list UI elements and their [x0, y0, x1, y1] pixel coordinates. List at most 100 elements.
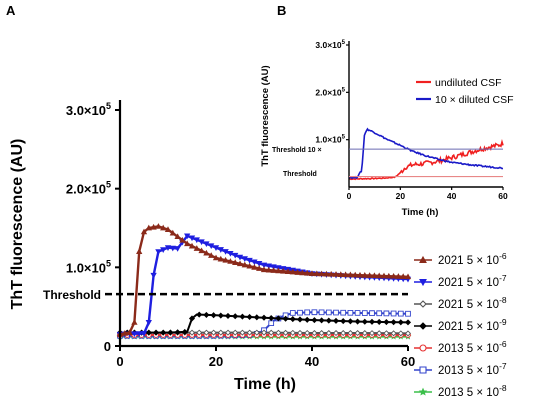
panel-b-legend-label: 10 × diluted CSF: [435, 94, 514, 106]
panel-a-data-point: [268, 314, 275, 322]
panel-a-y-tick-label: 2.0×105: [66, 180, 111, 197]
panel-a-data-point: [131, 331, 138, 338]
panel-a-data-point: [260, 329, 268, 336]
panel-a-data-point: [282, 329, 289, 336]
panel-a-data-point: [383, 319, 390, 326]
panel-a-data-point: [232, 329, 239, 336]
panel-a-data-point: [188, 329, 196, 336]
panel-a-y-tick-label: 3.0×105: [66, 101, 111, 118]
panel-a-legend-exponent: -9: [499, 317, 507, 327]
panel-a-data-point: [152, 329, 160, 336]
panel-a-data-point: [145, 224, 152, 231]
panel-a-data-point: [361, 330, 368, 337]
panel-a-data-point: [376, 318, 383, 325]
panel-a-data-point: [236, 254, 244, 261]
panel-a-data-point: [340, 329, 347, 337]
panel-a-data-point: [217, 255, 224, 262]
panel-a-legend-exponent: -8: [499, 383, 507, 393]
panel-a-y-tick-exponent: 5: [106, 101, 111, 111]
panel-a-data-point: [260, 266, 268, 273]
panel-a-data-point: [227, 258, 234, 264]
panel-a-data-point: [383, 330, 390, 337]
panel-b-y-ticks: 1.0×105 2.0×105 3.0×105: [315, 40, 345, 145]
panel-a-data-point: [368, 318, 376, 325]
panel-a-data-point: [188, 235, 196, 242]
panel-a-data-point: [352, 271, 359, 278]
panel-a-data-point: [251, 264, 258, 270]
panel-a-data-point: [268, 320, 275, 327]
panel-a-data-point: [369, 310, 375, 317]
panel-a-data-point: [203, 329, 210, 336]
panel-a-data-point: [404, 330, 412, 337]
panel-a-data-point: [311, 329, 318, 337]
panel-a-data-point: [304, 329, 311, 337]
panel-a-threshold-label: Threshold: [43, 288, 101, 302]
panel-a-data-point: [280, 267, 287, 274]
panel-a-data-point: [222, 256, 229, 263]
panel-a-data-point: [318, 317, 325, 324]
panel-a-data-point: [241, 256, 248, 263]
panel-a-data-point: [289, 329, 296, 336]
panel-a-data-point: [395, 273, 402, 279]
panel-b-x-tick-label: 40: [447, 191, 457, 201]
panel-a-legend-marker: [419, 322, 427, 330]
panel-b-x-axis-title: Time (h): [402, 207, 439, 218]
panel-a-legend-marker: [419, 255, 427, 263]
panel-a-legend-label: 2021 5 × 10-8: [438, 295, 507, 311]
panel-a-data-point: [270, 264, 277, 271]
panel-a-data-point: [397, 310, 404, 317]
panel-a-data-point: [203, 249, 210, 256]
panel-a-data-point: [212, 245, 220, 251]
panel-a-y-ticks: 0 1.0×105 2.0×105 3.0×105: [66, 101, 111, 354]
panel-a-data-point: [318, 270, 325, 277]
panel-a-data-point: [325, 309, 332, 316]
panel-b-axes: [346, 41, 504, 190]
panel-a-data-point: [236, 260, 244, 267]
panel-a-legend-entry: 2021 5 × 10-6: [414, 251, 507, 267]
panel-a-data-point: [246, 257, 253, 264]
panel-a-legend-exponent: -8: [499, 295, 507, 305]
panel-a-x-tick-label: 40: [305, 354, 319, 369]
panel-a-data-point: [224, 329, 232, 336]
panel-a-data-point: [212, 254, 220, 261]
panel-a-data-point: [270, 267, 277, 273]
panel-b-threshold-10x-label: Threshold 10 ×: [272, 147, 322, 154]
panel-a-data-point: [193, 245, 200, 251]
panel-a-x-axis-title: Time (h): [234, 376, 296, 393]
panel-a-data-point: [366, 272, 373, 278]
panel-b-series-1: [348, 127, 504, 180]
panel-a-data-point: [145, 320, 152, 326]
panel-a-legend-entry: 2021 5 × 10-9: [414, 317, 507, 333]
panel-a-data-point: [397, 319, 404, 326]
panel-a-data-point: [246, 329, 253, 336]
panel-a-legend-entry: 2013 5 × 10-7: [414, 361, 507, 377]
panel-a-data-point: [275, 267, 282, 274]
panel-b-x-tick-label: 60: [498, 191, 508, 201]
panel-a-data-point: [253, 314, 260, 321]
panel-a-data-point: [164, 245, 172, 251]
panel-b-legend-entry: 10 × diluted CSF: [416, 94, 514, 106]
panel-a-data-point: [311, 317, 318, 324]
panel-a-data-point: [196, 329, 203, 336]
panel-a-legend-marker: [419, 300, 427, 308]
panel-a-x-tick-label: 20: [209, 354, 223, 369]
panel-a-data-point: [121, 330, 128, 336]
panel-a-data-point: [246, 262, 253, 269]
panel-a-threshold: Threshold: [43, 288, 408, 302]
panel-a-data-point: [318, 309, 325, 316]
panel-a-legend-label: 2021 5 × 10-7: [438, 273, 507, 289]
panel-a-legend-exponent: -7: [499, 361, 507, 371]
panel-a-data-point: [174, 233, 181, 240]
panel-a-data-point: [179, 236, 186, 243]
panel-a-data-point: [275, 329, 282, 336]
panel-a-legend-label: 2013 5 × 10-6: [438, 339, 507, 355]
panel-b-threshold-label: Threshold: [283, 171, 317, 178]
panel-a-data-point: [313, 270, 320, 277]
panel-a-data-point: [275, 315, 282, 322]
panel-a-data-point: [347, 271, 354, 278]
panel-a-axes: [115, 100, 409, 351]
panel-b-series-0: [348, 139, 504, 181]
panel-a-data-point: [294, 269, 301, 275]
panel-b-x-ticks: 0 20 40 60: [347, 191, 508, 201]
